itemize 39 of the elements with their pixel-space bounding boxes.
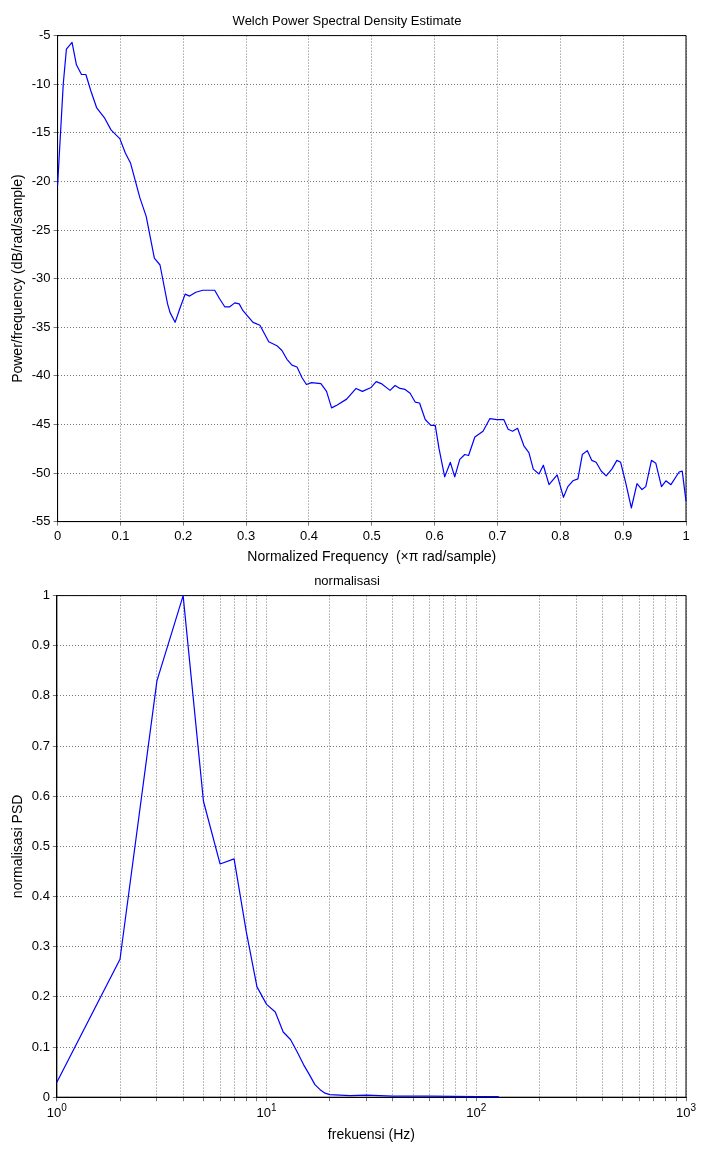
x-tick-label: 0.9 [614, 527, 633, 543]
x-tick-label: 0.6 [425, 527, 444, 543]
x-axis-title: Normalized Frequency (×π rad/sample) [247, 548, 497, 565]
x-tick-label: 0 [53, 527, 62, 543]
y-tick-label: -45 [31, 415, 51, 431]
y-tick-label: 0.1 [31, 1038, 50, 1054]
y-tick-label: -15 [31, 124, 51, 140]
x-tick-label: 0.2 [174, 527, 193, 543]
x-tick-label: 0.3 [237, 527, 256, 543]
y-axis-title: Power/frequency (dB/rad/sample) [9, 174, 26, 383]
x-tick-label: 0.5 [362, 527, 381, 543]
y-tick-label: 0.7 [31, 737, 50, 753]
y-tick-label: -40 [31, 367, 51, 383]
y-axis-title: normalisasi PSD [9, 794, 26, 899]
y-tick-label: -25 [31, 221, 51, 237]
y-tick-label: 0.5 [31, 837, 50, 853]
y-tick-label: -20 [31, 172, 51, 188]
y-tick-label: 0.3 [31, 938, 50, 954]
y-tick-label: -30 [31, 270, 51, 286]
x-tick-label: 0.7 [488, 527, 507, 543]
x-tick-label: 0.4 [299, 527, 318, 543]
y-tick-label: 1 [42, 587, 50, 603]
y-tick-label: -35 [31, 318, 51, 334]
chart-title: normalisasi [314, 573, 380, 589]
y-tick-label: 0.9 [31, 637, 50, 653]
y-tick-label: -10 [31, 75, 51, 91]
y-tick-label: 0.8 [31, 687, 50, 703]
y-tick-label: 0 [42, 1088, 50, 1104]
x-tick-label: 1 [682, 527, 690, 543]
y-tick-label: -55 [31, 513, 51, 529]
y-tick-label: 0.2 [31, 988, 50, 1004]
y-tick-label: -50 [31, 464, 51, 480]
chart-title: Welch Power Spectral Density Estimate [232, 13, 462, 29]
x-tick-label: 0.8 [551, 527, 570, 543]
x-tick-label: 0.1 [111, 527, 130, 543]
y-tick-label: -5 [39, 27, 51, 43]
x-axis-title: frekuensi (Hz) [327, 1126, 416, 1143]
y-tick-label: 0.6 [31, 787, 50, 803]
y-tick-label: 0.4 [31, 888, 50, 904]
